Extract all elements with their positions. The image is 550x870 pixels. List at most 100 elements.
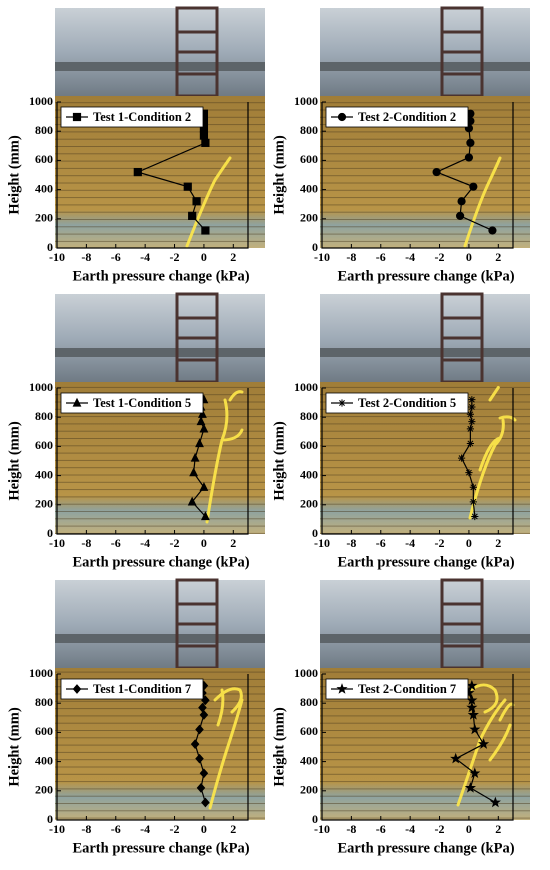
x-tick-label: -6 <box>111 250 121 264</box>
marker <box>432 167 441 177</box>
legend-label: Test 2-Condition 7 <box>358 682 456 696</box>
x-tick-label: -6 <box>376 250 386 264</box>
marker <box>198 409 207 418</box>
x-tick-label: 2 <box>495 250 501 264</box>
x-tick-label: -8 <box>81 250 91 264</box>
marker <box>196 783 206 793</box>
x-tick-label: 0 <box>201 822 207 836</box>
y-tick-label: 200 <box>300 211 318 225</box>
x-tick-label: -6 <box>111 536 121 550</box>
legend-box <box>60 106 204 128</box>
marker <box>199 710 209 720</box>
x-tick-label: -2 <box>170 250 180 264</box>
photo-rail <box>55 634 265 643</box>
marker <box>466 439 474 448</box>
y-tick-label: 0 <box>312 240 318 254</box>
marker <box>466 701 478 713</box>
x-tick-label: 0 <box>466 822 472 836</box>
marker <box>465 469 473 477</box>
marker <box>464 782 476 793</box>
marker <box>468 396 476 404</box>
marker <box>195 753 204 764</box>
y-tick-label: 1000 <box>29 666 53 680</box>
marker <box>72 684 82 694</box>
marker <box>488 226 497 235</box>
y-tick-label: 200 <box>35 497 53 511</box>
legend-label: Test 1-Condition 2 <box>93 110 191 124</box>
x-tick-label: 0 <box>201 250 207 264</box>
axes-frame <box>56 674 249 821</box>
y-tick-label: 400 <box>300 181 318 195</box>
y-tick-label: 1000 <box>294 94 318 108</box>
x-tick-label: 2 <box>495 536 501 550</box>
x-tick-label: -10 <box>314 250 330 264</box>
marker <box>469 483 477 491</box>
y-tick-label: 600 <box>300 152 318 166</box>
y-tick-label: 200 <box>35 211 53 225</box>
marker <box>464 153 474 162</box>
x-tick-label: -4 <box>405 536 415 550</box>
y-tick-label: 1000 <box>294 666 318 680</box>
x-tick-label: -2 <box>435 536 445 550</box>
x-tick-label: -2 <box>435 250 445 264</box>
y-tick-label: 800 <box>300 123 318 137</box>
marker <box>200 511 210 521</box>
y-axis-label: Height (mm) <box>6 421 22 500</box>
marker <box>478 738 490 749</box>
photo-rail <box>320 348 530 357</box>
marker <box>489 796 501 808</box>
x-tick-label: -8 <box>346 822 356 836</box>
y-tick-label: 800 <box>300 409 318 423</box>
marker <box>468 417 476 426</box>
axes-frame <box>56 102 249 249</box>
y-tick-label: 1000 <box>29 94 53 108</box>
marker <box>337 112 347 122</box>
marker <box>195 724 204 735</box>
x-tick-label: -4 <box>140 250 150 264</box>
x-tick-label: 2 <box>495 822 501 836</box>
photo-rack-shelves <box>442 30 482 76</box>
x-tick-label: -10 <box>49 250 65 264</box>
photo-rack-shelves <box>177 316 217 362</box>
marker <box>469 498 477 506</box>
x-tick-label: -4 <box>140 822 150 836</box>
marker <box>190 739 200 749</box>
x-tick-label: -8 <box>346 250 356 264</box>
legend-label: Test 2-Condition 5 <box>358 396 456 410</box>
y-tick-label: 400 <box>35 181 53 195</box>
y-tick-label: 600 <box>35 152 53 166</box>
x-tick-label: -8 <box>346 536 356 550</box>
legend-box <box>325 106 469 128</box>
x-tick-label: -6 <box>376 822 386 836</box>
y-tick-label: 0 <box>47 526 53 540</box>
marker <box>469 767 481 779</box>
legend-box <box>325 392 469 414</box>
marker <box>72 112 82 122</box>
x-axis-label: Earth pressure change (kPa) <box>337 268 514 284</box>
axes-frame <box>321 388 514 535</box>
marker <box>195 438 204 448</box>
y-tick-label: 1000 <box>29 380 53 394</box>
y-tick-label: 800 <box>35 409 53 423</box>
x-tick-label: 2 <box>230 822 236 836</box>
marker <box>190 452 200 462</box>
photo-sky <box>320 8 530 98</box>
x-tick-label: -8 <box>81 822 91 836</box>
marker <box>183 182 192 191</box>
y-tick-label: 0 <box>312 526 318 540</box>
marker <box>201 226 210 235</box>
marker <box>199 768 209 779</box>
legend-box <box>60 678 204 700</box>
y-tick-label: 0 <box>312 812 318 826</box>
y-tick-label: 0 <box>47 812 53 826</box>
x-tick-label: 0 <box>466 250 472 264</box>
x-axis-label: Earth pressure change (kPa) <box>337 840 514 856</box>
photo-sky <box>320 580 530 670</box>
marker <box>469 182 478 191</box>
photo-sky <box>320 294 530 384</box>
marker <box>457 454 466 462</box>
marker <box>450 752 462 764</box>
marker <box>196 416 206 426</box>
photo-rail <box>55 348 265 357</box>
